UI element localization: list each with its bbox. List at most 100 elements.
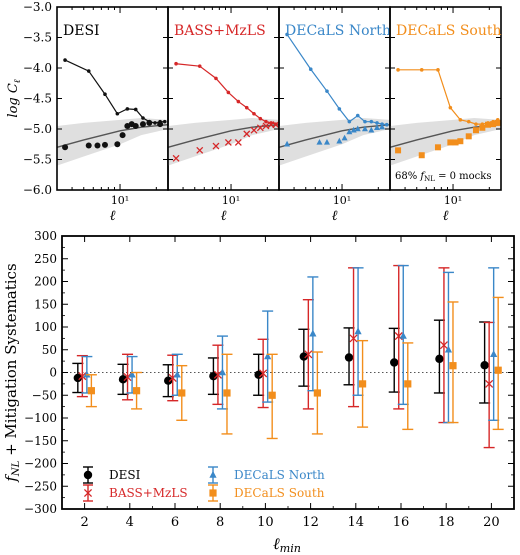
cl-marker-point: [212, 142, 220, 150]
legend-label: DECaLS South: [234, 486, 325, 500]
data-point: [268, 391, 276, 399]
data-point: [173, 370, 181, 378]
data-point: [218, 368, 227, 376]
legend-marker: [209, 489, 217, 497]
cl-marker-point: [262, 122, 270, 130]
panel-title: BASS+MzLS: [174, 23, 266, 39]
cl-marker-point: [196, 146, 204, 154]
cl-line-point: [153, 121, 157, 125]
y-tick-label: −3.0: [23, 0, 52, 14]
cl-line-point: [458, 118, 463, 122]
legend: DESI BASS+MzLS DECaLS North DECaLS South: [83, 466, 325, 502]
y-tick-label: −6.0: [23, 183, 52, 197]
data-point: [304, 350, 313, 359]
legend-entry: BASS+MzLS: [83, 484, 188, 502]
y-tick-label: −200: [24, 457, 57, 471]
legend-entry: DECaLS South: [208, 484, 325, 502]
cl-marker-point: [172, 154, 180, 162]
data-point: [444, 345, 453, 353]
data-point-stroke-b: [394, 332, 403, 341]
cl-line: [286, 34, 387, 126]
y-tick-label: −4.5: [23, 92, 52, 106]
cl-marker-point: [434, 144, 441, 151]
cl-marker-point-stroke-b: [250, 126, 258, 134]
data-point: [87, 387, 95, 395]
cl-marker-point-stroke-b: [212, 142, 220, 150]
mock-band: [279, 118, 390, 166]
x-tick-label: 10¹: [333, 194, 351, 207]
cl-line-point: [285, 32, 289, 37]
cl-line-point: [264, 119, 268, 124]
annotation-pct: 68%: [395, 171, 420, 182]
data-point: [128, 370, 136, 378]
cl-marker-point: [146, 119, 153, 126]
cl-marker-point: [494, 119, 501, 126]
cl-line-point: [448, 105, 453, 110]
cl-marker-point: [336, 137, 343, 144]
annotation-sub: NL: [424, 175, 435, 183]
cl-line-point: [141, 116, 145, 120]
mock-mean-line: [278, 124, 391, 148]
x-tick-label: 12: [302, 515, 319, 530]
data-point: [480, 361, 489, 370]
legend-marker: [83, 470, 93, 480]
y-tick-label: −300: [24, 502, 57, 516]
y-tick-label: 100: [34, 320, 57, 334]
panel-title: DECaLS North: [285, 23, 391, 39]
x-tick-label: 10¹: [444, 194, 462, 207]
data-point: [344, 353, 354, 362]
cl-line-point: [419, 68, 424, 72]
cl-marker-point-stroke-b: [172, 154, 180, 162]
cl-marker-point: [250, 126, 258, 134]
data-point: [399, 331, 407, 339]
mock-mean-line: [56, 124, 169, 148]
cl-line: [398, 69, 498, 125]
panel-title: DESI: [63, 23, 100, 39]
y-tick-label: −4.0: [23, 61, 52, 75]
data-point: [259, 369, 268, 378]
data-point-stroke-b: [439, 341, 448, 350]
cl-marker-point: [256, 124, 264, 132]
y-axis-label: fNL + Mitigation Systematics: [2, 263, 22, 482]
cl-marker-point: [284, 140, 291, 147]
cl-marker-point: [452, 139, 459, 146]
cl-marker-point: [94, 142, 101, 149]
fnl-panel: −300 −250 −200 −150 −100 −50 0 50 100 150 200 250 30…: [2, 229, 515, 555]
cl-marker-point: [361, 125, 368, 132]
cl-line-point: [396, 68, 400, 72]
y-tick-label: 200: [34, 275, 57, 289]
x-axis-label: ℓ: [332, 208, 338, 224]
legend-label: DECaLS North: [234, 468, 325, 482]
data-point: [209, 371, 218, 381]
x-axis-label-sub: min: [280, 542, 301, 555]
cl-line-point: [466, 119, 471, 124]
x-tick-label: 6: [171, 515, 179, 530]
cl-marker-point: [139, 121, 146, 128]
cl-marker-point-stroke-b: [224, 138, 232, 146]
data-point: [404, 380, 412, 388]
cl-marker-point: [85, 142, 92, 149]
cl-marker-point-stroke-b: [256, 124, 264, 132]
data-point-stroke-b: [213, 370, 222, 379]
data-point: [178, 389, 186, 397]
data-point: [494, 366, 502, 374]
cl-line-point: [226, 90, 231, 95]
y-tick-label: 0: [49, 366, 57, 380]
cl-marker-point: [341, 134, 348, 141]
cl-line-point: [86, 69, 91, 73]
legend-label: BASS+MzLS: [109, 486, 188, 500]
cl-marker-point: [101, 141, 108, 148]
y-tick-label: −5.5: [23, 153, 52, 167]
errorbar: [492, 296, 504, 431]
cl-marker-point: [272, 121, 280, 129]
data-point: [390, 358, 399, 367]
data-point: [78, 372, 87, 381]
y-label-rest: + Mitigation Systematics: [2, 263, 20, 460]
y-tick-label: 50: [42, 343, 57, 357]
data-point: [439, 341, 448, 350]
cl-marker-point: [457, 138, 464, 145]
cl-line-point: [363, 119, 367, 124]
data-point-stroke-b: [485, 379, 494, 388]
data-point: [132, 387, 141, 395]
